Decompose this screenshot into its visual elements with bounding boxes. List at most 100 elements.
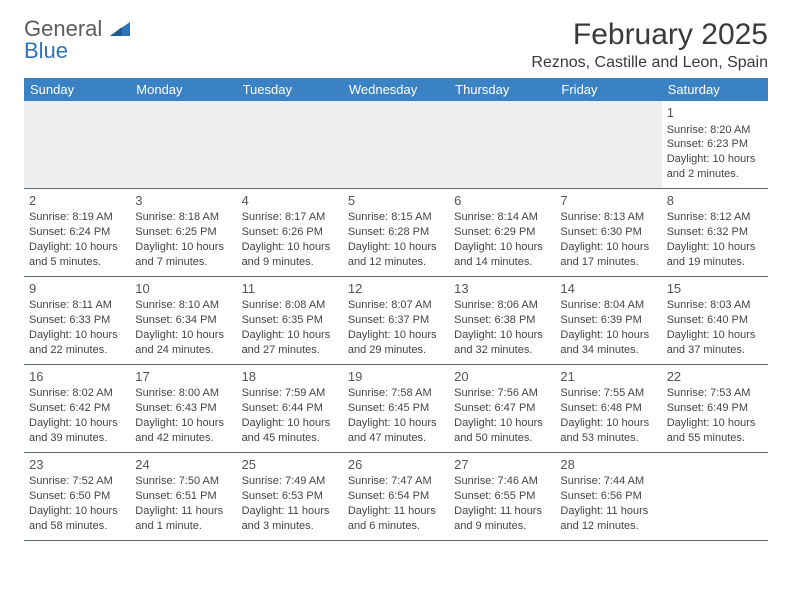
day-number: 4 — [242, 192, 338, 210]
day-number: 20 — [454, 368, 550, 386]
sunrise-line: Sunrise: 8:03 AM — [667, 298, 763, 313]
daylight-line: Daylight: 10 hours and 27 minutes. — [242, 328, 338, 358]
daylight-line: Daylight: 11 hours and 1 minute. — [135, 504, 231, 534]
sunrise-line: Sunrise: 7:50 AM — [135, 474, 231, 489]
calendar-cell: 26Sunrise: 7:47 AMSunset: 6:54 PMDayligh… — [343, 452, 449, 540]
daylight-line: Daylight: 11 hours and 12 minutes. — [560, 504, 656, 534]
calendar-cell: 27Sunrise: 7:46 AMSunset: 6:55 PMDayligh… — [449, 452, 555, 540]
calendar-week-row: 16Sunrise: 8:02 AMSunset: 6:42 PM Dayligh… — [24, 364, 768, 452]
sunrise-line: Sunrise: 8:20 AM — [667, 123, 763, 138]
day-number: 11 — [242, 280, 338, 298]
daylight-line: Daylight: 10 hours and 24 minutes. — [135, 328, 231, 358]
calendar-cell: 16Sunrise: 8:02 AMSunset: 6:42 PMDayligh… — [24, 364, 130, 452]
calendar-cell: 8Sunrise: 8:12 AMSunset: 6:32 PMDaylight… — [662, 188, 768, 276]
day-number: 14 — [560, 280, 656, 298]
calendar-cell — [237, 101, 343, 188]
sunrise-line: Sunrise: 8:19 AM — [29, 210, 125, 225]
day-number: 15 — [667, 280, 763, 298]
daylight-line: Daylight: 10 hours and 9 minutes. — [242, 240, 338, 270]
weekday-header: Wednesday — [343, 78, 449, 101]
calendar-cell: 23Sunrise: 7:52 AMSunset: 6:50 PMDayligh… — [24, 452, 130, 540]
day-number: 12 — [348, 280, 444, 298]
sunset-line: Sunset: 6:54 PM — [348, 489, 444, 504]
calendar-cell: 4Sunrise: 8:17 AMSunset: 6:26 PMDaylight… — [237, 188, 343, 276]
sunset-line: Sunset: 6:48 PM — [560, 401, 656, 416]
sunrise-line: Sunrise: 8:06 AM — [454, 298, 550, 313]
month-title: February 2025 — [531, 18, 768, 52]
daylight-line: Daylight: 10 hours and 55 minutes. — [667, 416, 763, 446]
sunset-line: Sunset: 6:42 PM — [29, 401, 125, 416]
sunrise-line: Sunrise: 7:49 AM — [242, 474, 338, 489]
sunset-line: Sunset: 6:56 PM — [560, 489, 656, 504]
sunrise-line: Sunrise: 8:02 AM — [29, 386, 125, 401]
title-block: February 2025 Reznos, Castille and Leon,… — [531, 18, 768, 72]
daylight-line: Daylight: 10 hours and 58 minutes. — [29, 504, 125, 534]
daylight-line: Daylight: 10 hours and 32 minutes. — [454, 328, 550, 358]
day-number: 7 — [560, 192, 656, 210]
sunset-line: Sunset: 6:38 PM — [454, 313, 550, 328]
sunrise-line: Sunrise: 8:17 AM — [242, 210, 338, 225]
sunset-line: Sunset: 6:25 PM — [135, 225, 231, 240]
daylight-line: Daylight: 10 hours and 19 minutes. — [667, 240, 763, 270]
day-number: 2 — [29, 192, 125, 210]
sunrise-line: Sunrise: 7:55 AM — [560, 386, 656, 401]
daylight-line: Daylight: 10 hours and 17 minutes. — [560, 240, 656, 270]
sunrise-line: Sunrise: 8:07 AM — [348, 298, 444, 313]
daylight-line: Daylight: 10 hours and 29 minutes. — [348, 328, 444, 358]
sunset-line: Sunset: 6:23 PM — [667, 137, 763, 152]
day-number: 17 — [135, 368, 231, 386]
calendar-cell: 18Sunrise: 7:59 AMSunset: 6:44 PMDayligh… — [237, 364, 343, 452]
daylight-line: Daylight: 10 hours and 45 minutes. — [242, 416, 338, 446]
day-number: 3 — [135, 192, 231, 210]
sunset-line: Sunset: 6:26 PM — [242, 225, 338, 240]
sunset-line: Sunset: 6:33 PM — [29, 313, 125, 328]
day-number: 13 — [454, 280, 550, 298]
calendar-cell: 21Sunrise: 7:55 AMSunset: 6:48 PMDayligh… — [555, 364, 661, 452]
day-number: 27 — [454, 456, 550, 474]
sunset-line: Sunset: 6:55 PM — [454, 489, 550, 504]
calendar-week-row: 1Sunrise: 8:20 AMSunset: 6:23 PMDaylight… — [24, 101, 768, 188]
daylight-line: Daylight: 11 hours and 9 minutes. — [454, 504, 550, 534]
sunset-line: Sunset: 6:51 PM — [135, 489, 231, 504]
calendar-week-row: 2Sunrise: 8:19 AMSunset: 6:24 PMDaylight… — [24, 188, 768, 276]
sunset-line: Sunset: 6:43 PM — [135, 401, 231, 416]
day-number: 26 — [348, 456, 444, 474]
calendar-table: Sunday Monday Tuesday Wednesday Thursday… — [24, 78, 768, 541]
calendar-cell: 13Sunrise: 8:06 AMSunset: 6:38 PMDayligh… — [449, 276, 555, 364]
day-number: 6 — [454, 192, 550, 210]
sunset-line: Sunset: 6:53 PM — [242, 489, 338, 504]
calendar-cell: 17Sunrise: 8:00 AMSunset: 6:43 PMDayligh… — [130, 364, 236, 452]
calendar-cell: 5Sunrise: 8:15 AMSunset: 6:28 PMDaylight… — [343, 188, 449, 276]
daylight-line: Daylight: 10 hours and 5 minutes. — [29, 240, 125, 270]
day-number: 9 — [29, 280, 125, 298]
logo-text: General Blue — [24, 18, 130, 62]
calendar-week-row: 9Sunrise: 8:11 AMSunset: 6:33 PMDaylight… — [24, 276, 768, 364]
sunset-line: Sunset: 6:39 PM — [560, 313, 656, 328]
day-number: 28 — [560, 456, 656, 474]
sunrise-line: Sunrise: 7:58 AM — [348, 386, 444, 401]
sunset-line: Sunset: 6:28 PM — [348, 225, 444, 240]
calendar-cell — [343, 101, 449, 188]
sunrise-line: Sunrise: 8:13 AM — [560, 210, 656, 225]
weekday-header: Thursday — [449, 78, 555, 101]
calendar-week-row: 23Sunrise: 7:52 AMSunset: 6:50 PMDayligh… — [24, 452, 768, 540]
calendar-cell: 14Sunrise: 8:04 AMSunset: 6:39 PMDayligh… — [555, 276, 661, 364]
daylight-line: Daylight: 10 hours and 47 minutes. — [348, 416, 444, 446]
calendar-cell — [130, 101, 236, 188]
sunset-line: Sunset: 6:47 PM — [454, 401, 550, 416]
sunrise-line: Sunrise: 7:56 AM — [454, 386, 550, 401]
day-number: 18 — [242, 368, 338, 386]
sunset-line: Sunset: 6:35 PM — [242, 313, 338, 328]
daylight-line: Daylight: 10 hours and 7 minutes. — [135, 240, 231, 270]
sunrise-line: Sunrise: 8:00 AM — [135, 386, 231, 401]
calendar-cell: 20Sunrise: 7:56 AMSunset: 6:47 PMDayligh… — [449, 364, 555, 452]
sunset-line: Sunset: 6:50 PM — [29, 489, 125, 504]
calendar-cell — [662, 452, 768, 540]
calendar-cell: 9Sunrise: 8:11 AMSunset: 6:33 PMDaylight… — [24, 276, 130, 364]
day-number: 16 — [29, 368, 125, 386]
sunrise-line: Sunrise: 7:52 AM — [29, 474, 125, 489]
sunrise-line: Sunrise: 7:44 AM — [560, 474, 656, 489]
calendar-cell: 25Sunrise: 7:49 AMSunset: 6:53 PMDayligh… — [237, 452, 343, 540]
sunrise-line: Sunrise: 8:15 AM — [348, 210, 444, 225]
logo: General Blue — [24, 18, 130, 62]
